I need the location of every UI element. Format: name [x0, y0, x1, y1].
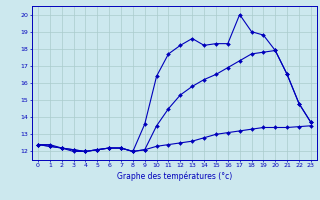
X-axis label: Graphe des températures (°c): Graphe des températures (°c): [117, 171, 232, 181]
